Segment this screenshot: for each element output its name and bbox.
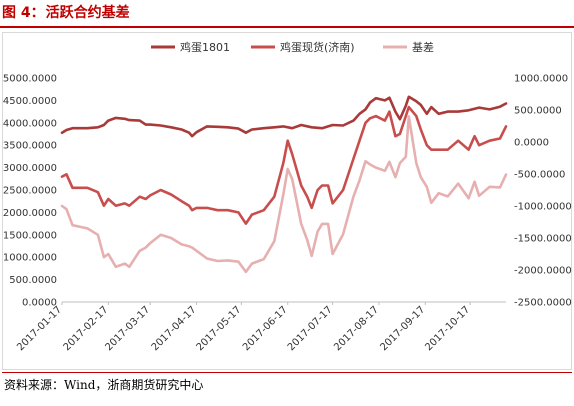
source-note: 资料来源：Wind，浙商期货研究中心 (4, 378, 204, 392)
right-tick-label: -1500.0000 (514, 234, 572, 245)
left-tick-label: 1500.0000 (3, 230, 57, 241)
right-tick-label: -500.0000 (514, 170, 565, 181)
left-tick-label: 3000.0000 (3, 163, 57, 174)
legend-label: 基差 (412, 40, 434, 54)
left-tick-label: 0.0000 (22, 298, 57, 309)
left-tick-label: 5000.0000 (3, 74, 57, 85)
series-line-3 (60, 115, 508, 274)
x-tick-label: 2017-07-17 (286, 304, 335, 353)
series-layer (60, 95, 508, 274)
left-tick-label: 2000.0000 (3, 208, 57, 219)
chart-frame (2, 32, 572, 370)
legend-item: 鸡蛋现货(济南) (251, 40, 355, 54)
x-tick-label: 2017-06-17 (241, 304, 290, 353)
left-tick-label: 4500.0000 (3, 96, 57, 107)
right-tick-label: -2500.0000 (514, 298, 572, 309)
figure-title-text: 活跃合约基差 (45, 5, 130, 21)
source-divider (2, 372, 572, 373)
x-tick-label: 2017-09-17 (379, 304, 428, 353)
title-underline (0, 26, 574, 28)
legend-label: 鸡蛋1801 (180, 40, 230, 54)
legend-label: 鸡蛋现货(济南) (280, 40, 355, 54)
legend-item: 基差 (383, 40, 434, 54)
right-tick-label: -2000.0000 (514, 266, 572, 277)
right-tick-label: -1000.0000 (514, 202, 572, 213)
series-line-1 (60, 95, 508, 138)
x-tick-label: 2017-08-17 (332, 304, 381, 353)
right-tick-label: 1000.0000 (514, 74, 568, 85)
x-tick-label: 2017-03-17 (103, 304, 152, 353)
series-line-2 (60, 105, 508, 225)
figure-prefix: 图 4： (2, 5, 45, 21)
x-tick-label: 2017-01-17 (15, 304, 64, 353)
left-tick-label: 3500.0000 (3, 141, 57, 152)
figure-title: 图 4：活跃合约基差 (2, 2, 572, 28)
left-tick-label: 4000.0000 (3, 118, 57, 129)
x-tick-label: 2017-10-17 (423, 304, 472, 353)
left-tick-label: 1000.0000 (3, 253, 57, 264)
left-tick-label: 500.0000 (9, 275, 57, 286)
chart-legend: 鸡蛋1801 鸡蛋现货(济南) 基差 (151, 40, 434, 54)
right-tick-label: 500.0000 (514, 106, 562, 117)
legend-item: 鸡蛋1801 (151, 40, 230, 54)
right-tick-label: 0.0000 (514, 138, 549, 149)
x-axis: 2017-01-172017-02-172017-03-172017-04-17… (15, 301, 506, 353)
left-tick-label: 2500.0000 (3, 186, 57, 197)
x-tick-label: 2017-04-17 (150, 304, 199, 353)
left-axis: 0.0000 500.0000 1000.0000 1500.0000 2000.000… (3, 74, 57, 309)
right-axis: -2500.0000 -2000.0000 -1500.0000 -1000.0000… (514, 74, 572, 309)
x-tick-label: 2017-05-17 (195, 304, 244, 353)
